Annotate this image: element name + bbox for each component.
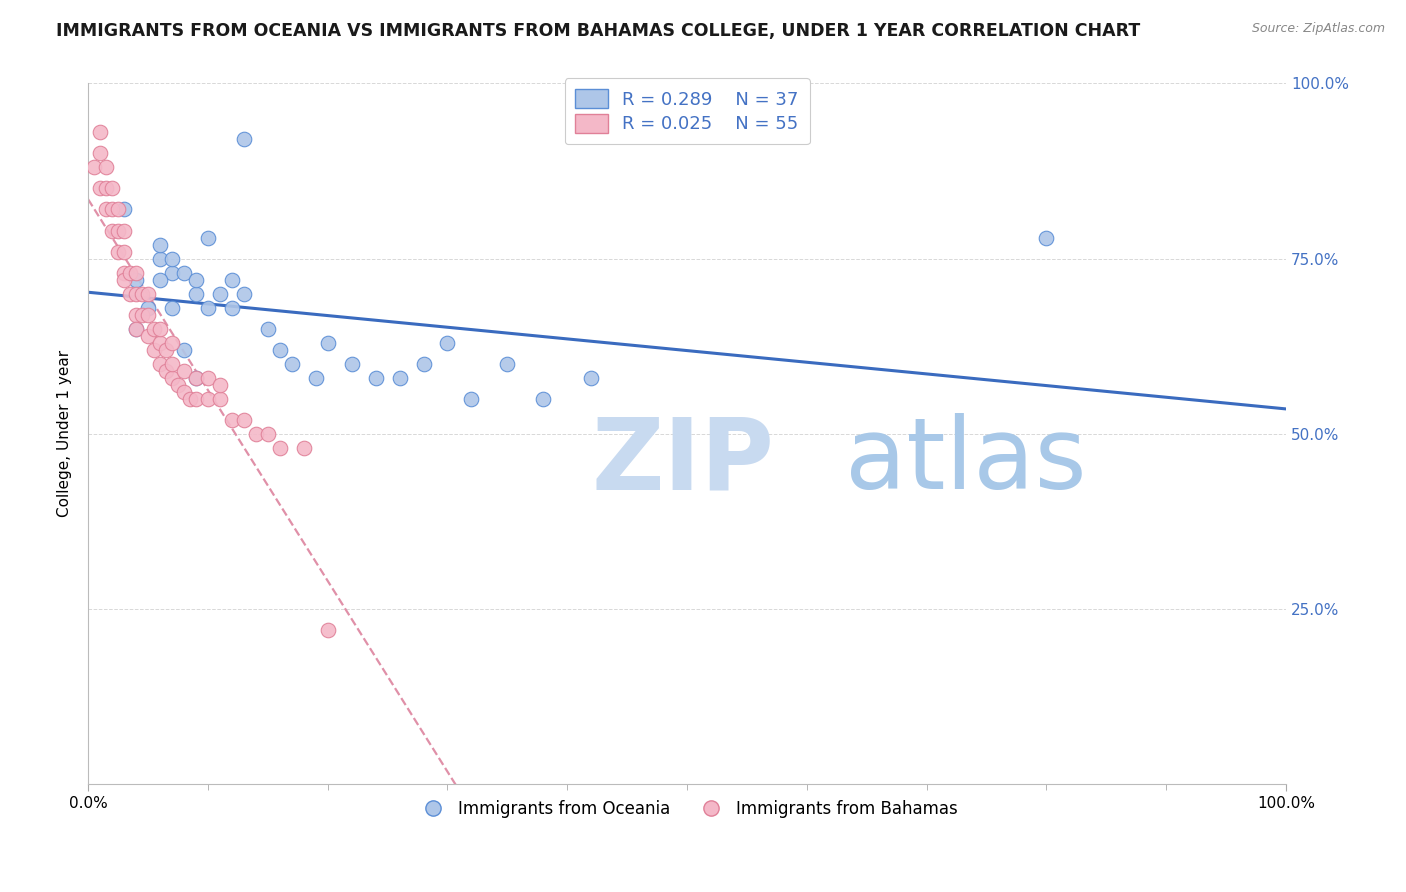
Point (101, 181, 124, 195)
Point (112, 202, 135, 217)
Point (173, 363, 195, 377)
Point (107, 223, 129, 237)
Point (316, 335, 339, 350)
Point (125, 321, 148, 335)
Point (149, 272, 172, 286)
Point (184, 286, 207, 301)
Point (107, 202, 129, 217)
Point (184, 370, 207, 384)
Point (155, 363, 177, 377)
Point (112, 266, 135, 280)
Point (269, 441, 291, 455)
Point (149, 335, 172, 350)
Point (120, 286, 142, 301)
Point (89, 125, 111, 139)
Point (197, 230, 219, 244)
Point (155, 343, 177, 357)
Point (197, 370, 219, 384)
Point (125, 266, 148, 280)
Point (136, 301, 159, 315)
Y-axis label: College, Under 1 year: College, Under 1 year (58, 350, 72, 517)
Point (112, 223, 135, 237)
Point (232, 132, 254, 146)
Point (197, 301, 219, 315)
Point (184, 392, 207, 406)
Point (305, 370, 328, 384)
Point (256, 321, 278, 335)
Point (208, 377, 231, 392)
Point (221, 301, 243, 315)
Point (143, 343, 166, 357)
Point (221, 272, 243, 286)
Point (89, 181, 111, 195)
Point (160, 357, 183, 371)
Point (160, 335, 183, 350)
Point (167, 377, 190, 392)
Point (125, 308, 148, 322)
Point (221, 412, 243, 426)
Point (136, 286, 159, 301)
Point (120, 266, 142, 280)
Point (316, 623, 339, 637)
Point (125, 272, 148, 286)
Point (232, 286, 254, 301)
Point (160, 370, 183, 384)
Point (197, 392, 219, 406)
Point (460, 392, 482, 406)
Point (149, 321, 172, 335)
Point (1035, 230, 1057, 244)
Point (107, 244, 129, 259)
Point (256, 426, 278, 441)
Point (94, 202, 117, 217)
Point (89, 146, 111, 161)
Point (340, 357, 363, 371)
Point (131, 286, 153, 301)
Text: ZIP: ZIP (592, 413, 775, 510)
Point (160, 266, 183, 280)
Point (149, 237, 172, 252)
Point (131, 308, 153, 322)
Point (412, 357, 434, 371)
Point (136, 308, 159, 322)
Point (136, 328, 159, 343)
Point (269, 343, 291, 357)
Point (436, 335, 458, 350)
Point (179, 392, 201, 406)
Point (125, 321, 148, 335)
Point (94, 161, 117, 175)
Point (496, 357, 519, 371)
Point (149, 252, 172, 266)
Text: Source: ZipAtlas.com: Source: ZipAtlas.com (1251, 22, 1385, 36)
Point (208, 392, 231, 406)
Point (292, 441, 315, 455)
Point (531, 392, 554, 406)
Point (232, 412, 254, 426)
Point (101, 223, 124, 237)
Point (581, 370, 603, 384)
Point (173, 266, 195, 280)
Point (184, 370, 207, 384)
Point (364, 370, 387, 384)
Point (184, 272, 207, 286)
Point (281, 357, 304, 371)
Point (388, 370, 411, 384)
Point (173, 343, 195, 357)
Point (94, 181, 117, 195)
Point (143, 321, 166, 335)
Point (208, 286, 231, 301)
Point (83, 161, 105, 175)
Point (112, 272, 135, 286)
Legend: Immigrants from Oceania, Immigrants from Bahamas: Immigrants from Oceania, Immigrants from… (409, 793, 965, 824)
Text: atlas: atlas (592, 413, 1087, 510)
Point (160, 252, 183, 266)
Point (245, 426, 267, 441)
Point (160, 301, 183, 315)
Point (112, 244, 135, 259)
Point (149, 357, 172, 371)
Text: IMMIGRANTS FROM OCEANIA VS IMMIGRANTS FROM BAHAMAS COLLEGE, UNDER 1 YEAR CORRELA: IMMIGRANTS FROM OCEANIA VS IMMIGRANTS FR… (56, 22, 1140, 40)
Point (125, 286, 148, 301)
Point (173, 384, 195, 399)
Point (101, 202, 124, 217)
